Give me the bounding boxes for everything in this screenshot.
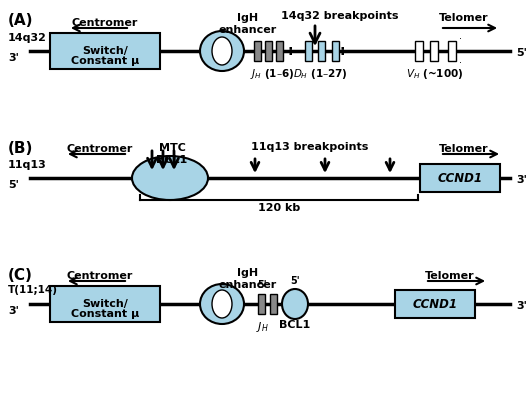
Text: $D_H$ (1–27): $D_H$ (1–27): [293, 67, 347, 81]
Text: Telomer: Telomer: [439, 144, 489, 154]
Text: :: :: [287, 44, 293, 58]
Text: CCND1: CCND1: [412, 297, 457, 310]
FancyBboxPatch shape: [50, 286, 160, 322]
Text: 3': 3': [8, 53, 19, 63]
FancyBboxPatch shape: [276, 41, 283, 61]
Text: Switch/: Switch/: [82, 299, 128, 309]
Ellipse shape: [212, 37, 232, 65]
Text: 5': 5': [290, 276, 300, 286]
FancyBboxPatch shape: [395, 290, 475, 318]
Ellipse shape: [200, 31, 244, 71]
Ellipse shape: [132, 156, 208, 200]
FancyBboxPatch shape: [258, 294, 265, 314]
Text: 5': 5': [8, 180, 19, 190]
Text: 5': 5': [257, 280, 267, 290]
Ellipse shape: [282, 289, 308, 319]
FancyBboxPatch shape: [50, 33, 160, 69]
Text: BCL1: BCL1: [279, 320, 311, 330]
FancyBboxPatch shape: [420, 164, 500, 192]
Ellipse shape: [200, 284, 244, 324]
Text: 14q32: 14q32: [8, 33, 47, 43]
Text: MTC
BCL1: MTC BCL1: [156, 143, 188, 165]
Text: (C): (C): [8, 268, 33, 283]
FancyBboxPatch shape: [270, 294, 277, 314]
FancyBboxPatch shape: [430, 41, 438, 61]
Text: ·
·
·: · · ·: [458, 34, 462, 68]
Text: (B): (B): [8, 141, 33, 156]
FancyBboxPatch shape: [415, 41, 423, 61]
Text: Constant μ: Constant μ: [71, 56, 139, 66]
Text: Telomer: Telomer: [439, 13, 489, 23]
Text: Telomer: Telomer: [425, 271, 475, 281]
Text: CCND1: CCND1: [437, 171, 482, 185]
FancyBboxPatch shape: [318, 41, 325, 61]
Text: $J_H$ (1–6): $J_H$ (1–6): [250, 67, 294, 81]
Text: 5': 5': [516, 48, 527, 58]
Text: 11q13: 11q13: [8, 160, 47, 170]
Ellipse shape: [212, 290, 232, 318]
Text: 3': 3': [516, 301, 527, 311]
Text: T(11;14): T(11;14): [8, 285, 58, 295]
Text: IgH
enhancer: IgH enhancer: [219, 268, 277, 289]
FancyBboxPatch shape: [254, 41, 261, 61]
FancyBboxPatch shape: [265, 41, 272, 61]
FancyBboxPatch shape: [448, 41, 456, 61]
Text: 120 kb: 120 kb: [258, 203, 300, 213]
Text: 3': 3': [8, 306, 19, 316]
FancyBboxPatch shape: [332, 41, 339, 61]
Text: (A): (A): [8, 13, 33, 28]
Text: Switch/: Switch/: [82, 46, 128, 56]
FancyBboxPatch shape: [305, 41, 312, 61]
Text: 11q13 breakpoints: 11q13 breakpoints: [251, 142, 369, 152]
Text: $J_H$: $J_H$: [255, 320, 268, 334]
Text: 14q32 breakpoints: 14q32 breakpoints: [281, 11, 399, 21]
Text: $V_H$ (~100): $V_H$ (~100): [407, 67, 464, 81]
Text: Constant μ: Constant μ: [71, 309, 139, 319]
Text: Centromer: Centromer: [67, 144, 133, 154]
Text: Centromer: Centromer: [72, 18, 138, 28]
Text: 3': 3': [516, 175, 527, 185]
Text: Centromer: Centromer: [67, 271, 133, 281]
Text: :: :: [339, 44, 344, 58]
Text: IgH
enhancer: IgH enhancer: [219, 13, 277, 34]
